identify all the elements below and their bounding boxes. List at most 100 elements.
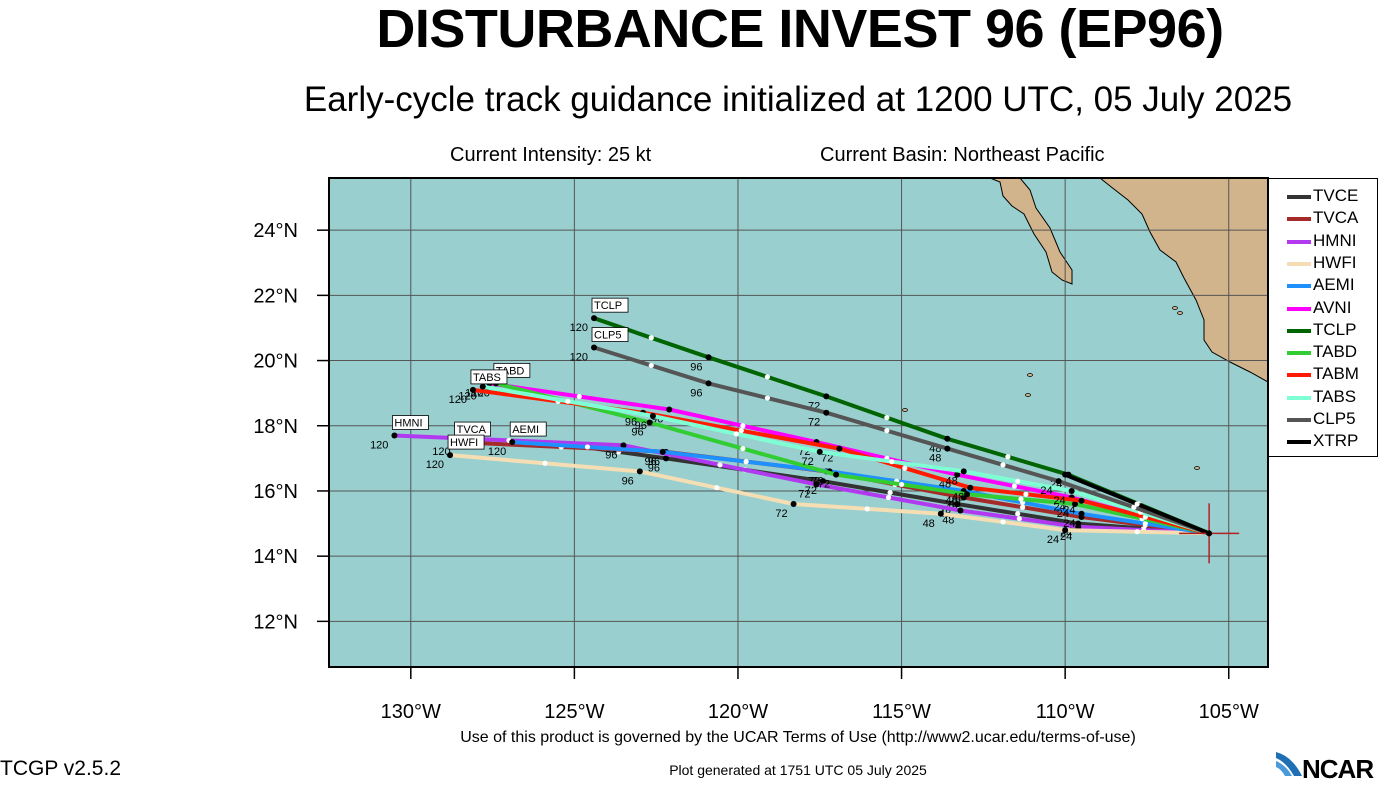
track-point: [1078, 510, 1085, 517]
track-hmni: 24 48 72 96 120 HMNI: [370, 415, 1212, 543]
islands: [902, 306, 1200, 470]
forecast-hour-label: 96: [625, 417, 637, 429]
forecast-hour-label: 120: [458, 391, 476, 403]
forecast-hour-label: 120: [570, 352, 588, 364]
track-end-label-box: [392, 415, 429, 430]
track-end-label-box: [591, 327, 629, 342]
legend-item-tabd: TABD: [1269, 341, 1379, 363]
track-point-12h: [584, 444, 591, 450]
legend-swatch: [1287, 306, 1311, 311]
track-point-12h: [576, 393, 582, 400]
lon-tick-label: 110°W: [1036, 701, 1095, 723]
track-end-label: TABS: [473, 372, 501, 384]
track-point: [646, 419, 653, 426]
track-point-12h: [1016, 516, 1022, 522]
model-legend: TVCE TVCA HMNI HWFI AEMI AVNI TCLP TABD TABM TABS…: [1268, 178, 1378, 457]
island: [1194, 466, 1200, 470]
forecast-hour-label: 48: [952, 492, 964, 504]
legend-swatch: [1287, 195, 1311, 199]
legend-swatch: [1287, 418, 1311, 422]
track-end-label: CLP5: [594, 330, 622, 342]
track-point-12h: [764, 374, 771, 380]
track-point-12h: [889, 459, 895, 465]
track-point: [944, 445, 951, 452]
forecast-hour-label: 48: [945, 475, 957, 487]
legend-swatch: [1287, 261, 1311, 266]
forecast-hour-label: 96: [644, 456, 656, 468]
track-point: [823, 393, 830, 400]
forecast-hour-label: 96: [631, 427, 643, 439]
legend-swatch: [1287, 351, 1311, 356]
legend-item-xtrp: XTRP: [1269, 430, 1379, 452]
page-subtitle: Early-cycle track guidance initialized a…: [303, 80, 1293, 119]
version-label: TCGP v2.5.2: [0, 757, 121, 780]
forecast-hour-label: 120: [370, 440, 388, 452]
track-point: [960, 468, 967, 475]
legend-item-clp5: CLP5: [1269, 408, 1379, 430]
track-end-label: HWFI: [450, 437, 478, 449]
track-point: [666, 406, 673, 413]
track-point-12h: [1000, 519, 1006, 525]
track-point-12h: [714, 485, 720, 491]
legend-swatch: [1287, 395, 1311, 400]
island: [1025, 393, 1031, 397]
forecast-hour-label: 72: [802, 456, 814, 468]
track-point-12h: [1020, 504, 1026, 510]
track-end-label: AEMI: [512, 424, 539, 436]
forecast-hour-label: 24: [1047, 534, 1059, 546]
latitude-axis: 24°N 22°N 20°N 18°N 16°N 14°N 12°N: [253, 220, 329, 633]
lat-tick-label: 24°N: [253, 220, 298, 242]
forecast-hour-label: 120: [488, 446, 506, 458]
legend-item-tvce: TVCE: [1269, 185, 1379, 207]
forecast-hour-label: 24: [1060, 531, 1072, 543]
track-point: [649, 412, 656, 419]
track-point-12h: [764, 395, 771, 401]
track-point-12h: [885, 494, 892, 501]
legend-label: HWFI: [1313, 252, 1357, 272]
track-end-label-box: [509, 421, 547, 437]
forecast-hour-label: 24: [1063, 518, 1075, 530]
current-basin: Current Basin: Northeast Pacific: [820, 144, 1105, 166]
track-point-12h: [884, 415, 890, 421]
forecast-hour-label: 120: [432, 446, 450, 458]
track-point: [659, 448, 666, 455]
track-point-12h: [1000, 462, 1006, 468]
legend-swatch: [1287, 217, 1311, 222]
track-point-12h: [864, 506, 870, 512]
forecast-hour-label: 96: [605, 449, 617, 461]
track-point: [944, 435, 951, 442]
track-point: [836, 445, 843, 452]
track-point: [705, 380, 712, 387]
track-point-12h: [887, 489, 893, 496]
track-clp5: 24 48 72 96 120 CLP5: [570, 327, 1212, 536]
track-point: [391, 432, 398, 439]
lat-tick-label: 22°N: [253, 285, 298, 307]
lat-tick-label: 18°N: [253, 416, 298, 438]
track-end-label: TCLP: [594, 300, 622, 312]
lon-tick-label: 120°W: [708, 701, 768, 723]
start-point: [1206, 530, 1213, 537]
forecast-hour-label: 72: [808, 417, 820, 429]
track-point-12h: [1015, 478, 1021, 484]
lon-tick-label: 130°W: [381, 701, 441, 723]
track-point: [823, 409, 830, 416]
legend-label: TCLP: [1313, 319, 1357, 339]
forecast-hour-label: 48: [929, 453, 941, 465]
forecast-hour-label: 120: [426, 459, 444, 471]
track-point: [591, 315, 598, 322]
track-end-label-box: [470, 369, 508, 385]
track-point: [937, 510, 944, 517]
track-point-12h: [1005, 454, 1011, 460]
track-point-12h: [902, 465, 908, 471]
track-point: [833, 471, 840, 478]
forecast-hour-label: 72: [775, 508, 787, 520]
forecast-hour-label: 120: [570, 322, 588, 334]
track-point-12h: [733, 431, 739, 437]
track-point: [963, 491, 970, 498]
lon-tick-label: 115°W: [872, 701, 931, 723]
track-point-12h: [648, 362, 654, 369]
track-point-12h: [565, 398, 571, 404]
track-point-12h: [1134, 529, 1140, 535]
track-point-12h: [1018, 496, 1024, 502]
